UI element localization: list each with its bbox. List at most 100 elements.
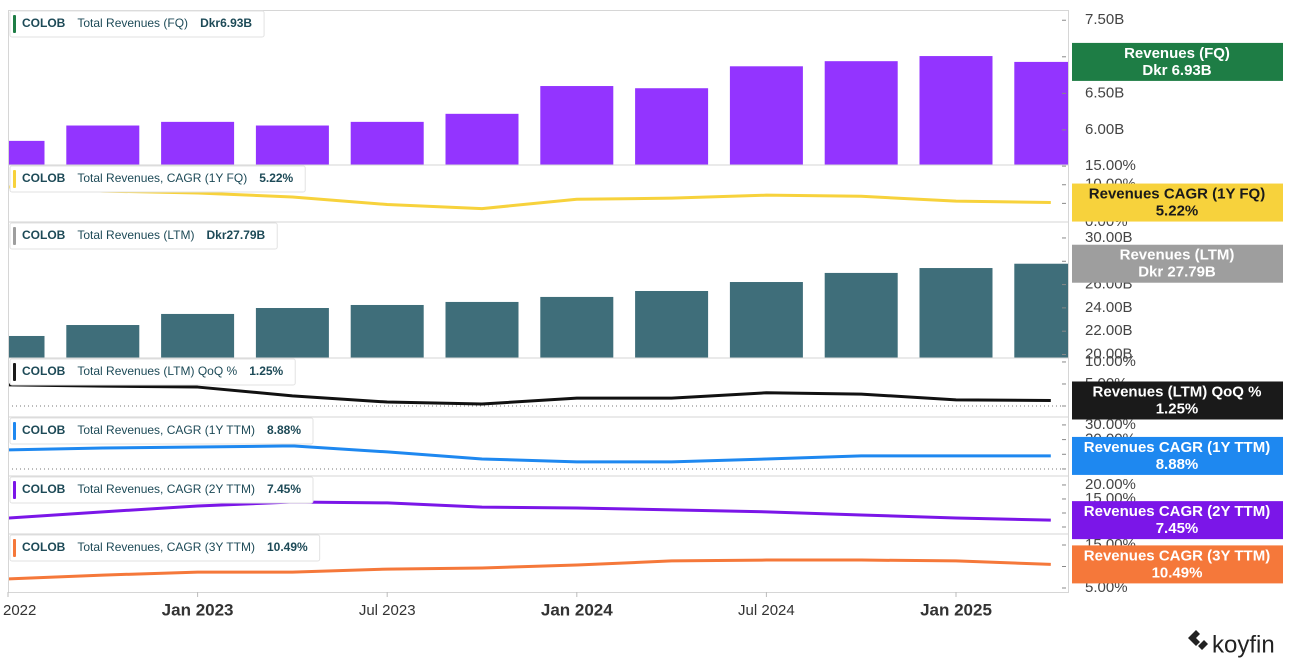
value-tag: Revenues CAGR (1Y TTM)8.88% (1072, 436, 1283, 475)
brand-name: koyfin (1212, 631, 1275, 658)
value-tag: Revenues CAGR (2Y TTM)7.45% (1072, 501, 1283, 540)
legend-box (9, 10, 265, 38)
value-tag: Revenues CAGR (1Y FQ)5.22% (1072, 183, 1283, 222)
tag-value: 5.22% (1156, 203, 1199, 220)
bar (919, 268, 993, 358)
legend-ticker: COLOB (22, 540, 66, 554)
x-tick-label: Jan 2023 (162, 600, 234, 619)
line-series (9, 558, 1051, 581)
tag-value: Dkr 6.93B (1142, 62, 1211, 79)
bar (824, 61, 898, 165)
y-tick-label: 24.00B (1085, 299, 1133, 316)
y-tick-label: 20.00B (1085, 345, 1133, 362)
x-tick-label: Jan 2025 (920, 600, 992, 619)
y-tick-label: 15.00% (1085, 157, 1136, 174)
legend-box (9, 534, 321, 562)
legend-name: Total Revenues (LTM) QoQ % (77, 364, 237, 378)
bar (1014, 263, 1068, 358)
y-tick-label: 10.00% (1085, 353, 1136, 370)
bar (9, 140, 45, 165)
legend-swatch (13, 15, 16, 33)
tag-title: Revenues (LTM) (1120, 247, 1235, 264)
legend-name: Total Revenues (LTM) (77, 228, 194, 242)
legend-box (9, 358, 296, 386)
tag-box (1072, 545, 1283, 584)
legend-value: 10.49% (267, 540, 308, 554)
line-series (9, 185, 1051, 211)
tag-box (1072, 42, 1283, 81)
value-tag: Revenues (FQ)Dkr 6.93B (1072, 42, 1283, 81)
tag-title: Revenues CAGR (1Y FQ) (1089, 186, 1265, 203)
legend-name: Total Revenues (FQ) (77, 16, 188, 30)
plot-frame (8, 10, 1069, 593)
tag-title: Revenues (LTM) QoQ % (1093, 383, 1262, 400)
legend-name: Total Revenues, CAGR (3Y TTM) (77, 540, 255, 554)
legend-swatch (13, 363, 16, 381)
legend-name: Total Revenues, CAGR (1Y FQ) (77, 171, 247, 185)
tag-box (1072, 501, 1283, 540)
x-tick-label: Jul 2023 (359, 602, 416, 619)
y-tick-label: 20.00% (1085, 476, 1136, 493)
bar (66, 125, 140, 165)
legend-name: Total Revenues, CAGR (1Y TTM) (77, 423, 255, 437)
legend-box (9, 165, 306, 193)
bar (540, 86, 614, 165)
y-tick-label: 7.50B (1085, 11, 1124, 28)
legend-swatch (13, 227, 16, 245)
tag-title: Revenues CAGR (3Y TTM) (1084, 547, 1270, 564)
value-tag: Revenues (LTM)Dkr 27.79B (1072, 244, 1283, 283)
plot-area (9, 56, 1068, 581)
legend-ticker: COLOB (22, 228, 66, 242)
legend-value: 5.22% (259, 171, 293, 185)
legend: COLOB Total Revenues, CAGR (3Y TTM) 10.49% (9, 534, 321, 562)
bar (255, 125, 329, 165)
legend-ticker: COLOB (22, 423, 66, 437)
tag-value: 7.45% (1156, 520, 1199, 537)
bar (9, 335, 45, 358)
line-series (9, 383, 1051, 406)
bar (255, 308, 329, 358)
y-tick-label: 6.00B (1085, 121, 1124, 138)
legend-swatch (13, 422, 16, 440)
line-series (9, 500, 1051, 522)
x-tick-label: Jan 2024 (541, 600, 613, 619)
legend: COLOB Total Revenues, CAGR (1Y TTM) 8.88% (9, 417, 314, 445)
bar (445, 301, 519, 358)
legend: COLOB Total Revenues (LTM) Dkr27.79B (9, 222, 278, 250)
tag-box (1072, 381, 1283, 420)
bar (729, 66, 803, 165)
line-series (9, 444, 1051, 464)
legend-name: Total Revenues, CAGR (2Y TTM) (77, 482, 255, 496)
y-tick-label: 30.00B (1085, 229, 1133, 246)
legend-box (9, 222, 278, 250)
bar (635, 290, 709, 358)
legend-swatch (13, 539, 16, 557)
bar (919, 56, 993, 165)
legend-value: 7.45% (267, 482, 301, 496)
y-tick-label: 30.00% (1085, 416, 1136, 433)
tag-box (1072, 436, 1283, 475)
legend: COLOB Total Revenues (FQ) Dkr6.93B (9, 10, 265, 38)
legend: COLOB Total Revenues, CAGR (1Y FQ) 5.22% (9, 165, 306, 193)
tag-value: 8.88% (1156, 456, 1199, 473)
brand-logo: koyfin (1188, 630, 1275, 658)
legend-swatch (13, 481, 16, 499)
brand-icon (1188, 630, 1208, 650)
legend-value: 1.25% (249, 364, 283, 378)
legend-ticker: COLOB (22, 364, 66, 378)
tag-title: Revenues CAGR (2Y TTM) (1084, 503, 1270, 520)
x-tick-label: Jul 2024 (738, 602, 795, 619)
tag-box (1072, 183, 1283, 222)
bar (350, 304, 424, 358)
legend: COLOB Total Revenues, CAGR (2Y TTM) 7.45% (9, 476, 314, 504)
bar (445, 113, 519, 165)
legend-ticker: COLOB (22, 16, 66, 30)
legend-box (9, 476, 314, 504)
y-tick-label: 6.50B (1085, 84, 1124, 101)
legend-value: Dkr6.93B (200, 16, 252, 30)
bar (824, 272, 898, 358)
tag-value: Dkr 27.79B (1138, 264, 1216, 281)
bar (161, 313, 235, 358)
legend-ticker: COLOB (22, 171, 66, 185)
